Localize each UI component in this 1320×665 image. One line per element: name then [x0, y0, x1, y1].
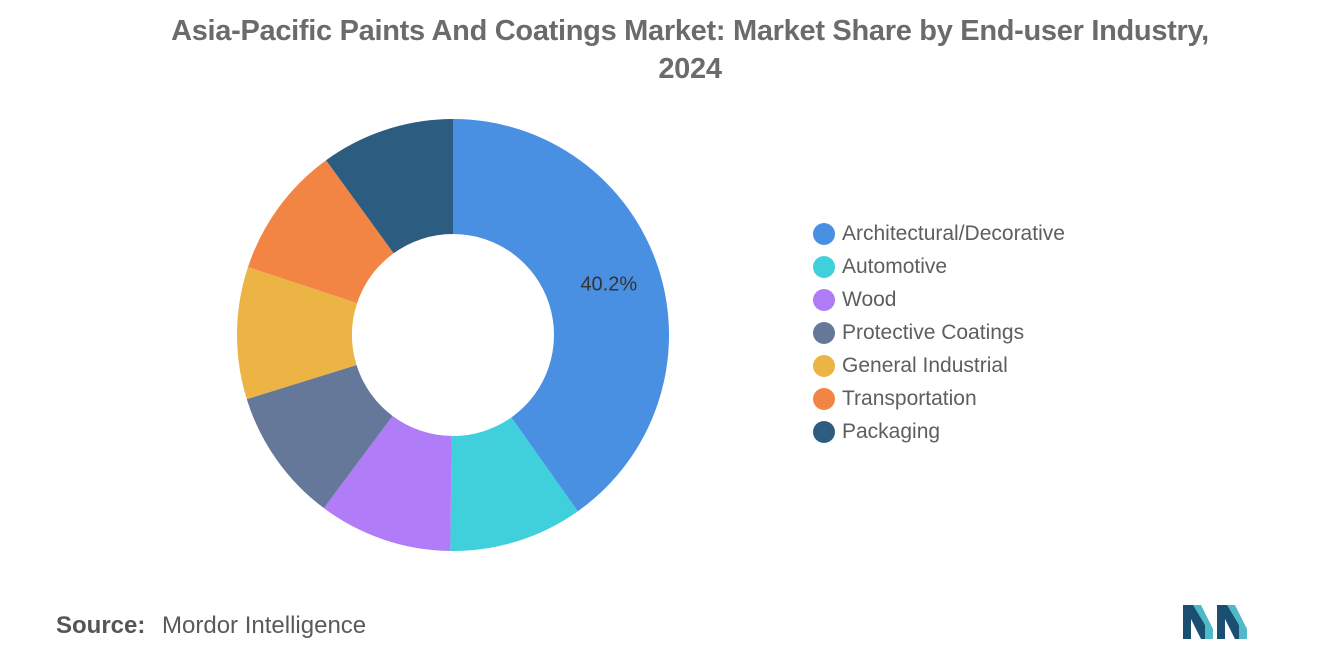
donut-slice-automotive [450, 417, 578, 551]
source-label: Source: [56, 612, 146, 639]
legend-label-automotive: Automotive [842, 254, 948, 278]
data-label-architectural-decorative: 40.2% [580, 274, 637, 296]
chart-title: Asia-Pacific Paints And Coatings Market:… [60, 12, 1320, 88]
legend-label-protective-coatings: Protective Coatings [842, 320, 1025, 344]
legend-swatch-wood [813, 288, 835, 311]
donut-slice-transportation [247, 160, 394, 304]
legend-swatch-protective-coatings [813, 321, 835, 344]
legend-item-wood: Wood [813, 283, 1065, 316]
legend-item-transportation: Transportation [813, 382, 1065, 415]
legend-swatch-automotive [813, 255, 835, 278]
legend-swatch-architectural-decorative [813, 222, 835, 245]
mordor-intelligence-logo-icon [1183, 605, 1247, 639]
donut-slice-general-industrial [237, 266, 358, 400]
legend-swatch-packaging [813, 420, 835, 443]
source-value: Mordor Intelligence [162, 612, 367, 639]
donut-slice-packaging [326, 119, 453, 254]
donut-slice-architectural-decorative [453, 119, 669, 512]
legend-item-packaging: Packaging [813, 415, 1065, 448]
legend-item-architectural-decorative: Architectural/Decorative [813, 217, 1065, 250]
legend-item-automotive: Automotive [813, 250, 1065, 283]
legend-item-general-industrial: General Industrial [813, 349, 1065, 382]
donut-slice-wood [323, 415, 452, 551]
chart-legend: Architectural/Decorative Automotive Wood Pr… [813, 217, 1065, 448]
legend-label-packaging: Packaging [842, 419, 941, 443]
legend-swatch-transportation [813, 387, 835, 410]
legend-label-general-industrial: General Industrial [842, 353, 1008, 377]
chart-title-line-1: Asia-Pacific Paints And Coatings Market:… [171, 15, 1209, 47]
legend-label-wood: Wood [842, 287, 897, 311]
chart-title-line-2: 2024 [658, 53, 722, 85]
legend-label-architectural-decorative: Architectural/Decorative [842, 221, 1065, 245]
source-footer: Source: Mordor Intelligence [56, 612, 366, 640]
legend-item-protective-coatings: Protective Coatings [813, 316, 1065, 349]
legend-swatch-general-industrial [813, 354, 835, 377]
legend-label-transportation: Transportation [842, 386, 977, 410]
donut-slice-protective-coatings [246, 365, 393, 509]
